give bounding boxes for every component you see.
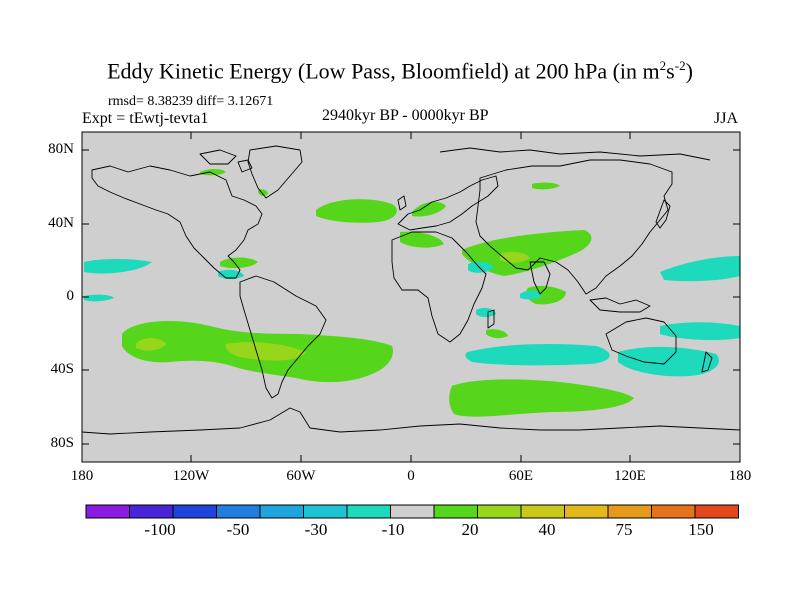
- coastline-north-america: [91, 165, 263, 279]
- positive-anomaly-n-atlantic: [316, 199, 397, 223]
- plot-title: Eddy Kinetic Energy (Low Pass, Bloomfiel…: [0, 58, 800, 84]
- positive-anomaly-siberia: [532, 182, 560, 190]
- coastline-indonesia: [589, 297, 651, 313]
- title-close: ): [685, 58, 693, 84]
- experiment-label: Expt = tEwtj-tevta1: [82, 110, 209, 127]
- colorbar-box-10: [520, 504, 565, 519]
- coastline-australia: [605, 317, 677, 365]
- lon-label-120e: 120E: [614, 468, 646, 484]
- map-background: [82, 132, 740, 462]
- title-sup-1: 2: [659, 58, 667, 73]
- colorbar-label-minus-10: -10: [381, 520, 405, 539]
- positive-anomaly-southern-ocean: [449, 379, 634, 417]
- colorbar-box-14: [694, 504, 739, 519]
- colorbar-label-40: 40: [538, 520, 556, 539]
- lon-label-60w: 60W: [286, 468, 316, 484]
- positive-anomaly-north-africa: [400, 231, 444, 248]
- negative-anomaly-mozambique: [476, 307, 496, 317]
- lat-label-80n: 80N: [48, 141, 74, 157]
- positive-anomaly-indian-south: [486, 329, 508, 339]
- strong-anomaly-pacific-west: [136, 338, 166, 351]
- lon-label-120w: 120W: [172, 468, 210, 484]
- lat-label-40n: 40N: [48, 215, 74, 231]
- strong-anomaly-pacific-east: [225, 342, 306, 361]
- colorbar-label-75: 75: [615, 520, 633, 539]
- negative-anomaly-asia: [468, 261, 494, 273]
- colorbar-box-0: [85, 504, 130, 519]
- coastline-greenland: [247, 145, 303, 199]
- lat-label-0: 0: [66, 288, 75, 304]
- strong-anomaly-arabia: [500, 251, 530, 263]
- negative-anomaly-pacific-nw: [660, 256, 740, 282]
- lat-label-40s: 40S: [50, 361, 74, 377]
- lon-label-60e: 60E: [508, 468, 534, 484]
- colorbar-box-2: [172, 504, 217, 519]
- colorbar: [85, 504, 739, 519]
- lon-label-180w: 180: [70, 468, 94, 484]
- positive-anomaly-indian-ocean: [526, 285, 566, 305]
- coastline-british-isles: [397, 195, 407, 211]
- colorbar-box-7: [390, 504, 435, 519]
- negative-anomaly-indian: [520, 290, 542, 300]
- positive-anomaly-arctic: [200, 169, 226, 176]
- positive-anomaly-central-america: [220, 257, 258, 269]
- title-text: Eddy Kinetic Energy (Low Pass, Bloomfiel…: [107, 58, 660, 84]
- colorbar-box-13: [651, 504, 696, 519]
- coastline-new-zealand: [701, 351, 713, 373]
- negative-anomaly-south-indian: [465, 344, 610, 366]
- coastline-asia: [475, 159, 673, 295]
- colorbar-label-150: 150: [688, 520, 714, 539]
- coastlines: [82, 145, 740, 435]
- colorbar-label-minus-100: -100: [144, 520, 176, 539]
- season-label: JJA: [714, 110, 739, 127]
- coastline-arctic-islands: [199, 149, 253, 173]
- colorbar-box-6: [346, 504, 391, 519]
- title-sup-2: -2: [674, 58, 686, 73]
- coastline-japan: [655, 199, 671, 229]
- positive-anomaly-arabia: [462, 230, 592, 276]
- coastline-europe: [397, 175, 499, 231]
- lon-label-0: 0: [407, 468, 415, 484]
- coastline-south-america: [239, 275, 327, 399]
- coastline-antarctica: [82, 407, 740, 435]
- title-unit-s: s: [666, 58, 675, 84]
- coastline-madagascar: [487, 309, 495, 329]
- colorbar-box-4: [259, 504, 304, 519]
- colorbar-box-3: [216, 504, 261, 519]
- coastline-india: [529, 261, 551, 295]
- colorbar-box-8: [433, 504, 478, 519]
- lat-label-80s: 80S: [50, 435, 74, 451]
- positive-anomaly-europe: [412, 201, 446, 217]
- coastline-africa: [391, 231, 487, 343]
- colorbar-label-minus-50: -50: [226, 520, 250, 539]
- negative-anomaly-south-pacific-east: [660, 322, 740, 341]
- anomaly-fields: [84, 169, 740, 417]
- stats-text: rmsd= 8.38239 diff= 3.12671: [108, 94, 274, 109]
- colorbar-box-12: [607, 504, 652, 519]
- lon-label-180e: 180: [728, 468, 752, 484]
- map-ticks: [81, 132, 741, 462]
- negative-anomaly-tasman: [618, 346, 719, 377]
- coastline-arctic-siberia: [439, 147, 711, 161]
- colorbar-box-9: [477, 504, 522, 519]
- negative-anomaly-atlantic-eq: [84, 294, 114, 302]
- colorbar-label-20: 20: [461, 520, 479, 539]
- colorbar-box-11: [564, 504, 609, 519]
- center-title: 2940kyr BP - 0000kyr BP: [322, 107, 489, 124]
- colorbar-box-5: [303, 504, 348, 519]
- colorbar-label-minus-30: -30: [304, 520, 328, 539]
- colorbar-box-1: [129, 504, 174, 519]
- negative-anomaly-n-america: [84, 259, 152, 274]
